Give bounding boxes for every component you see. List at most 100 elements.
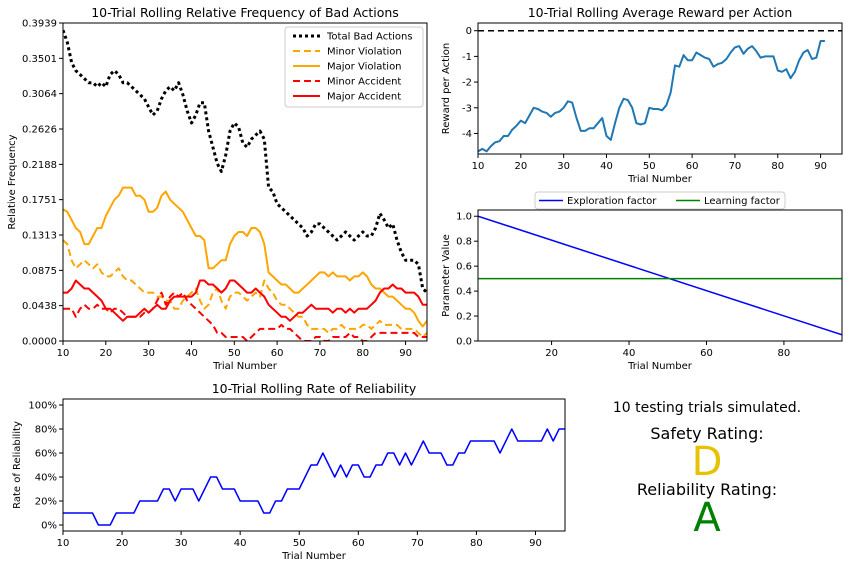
y-tick-label: 0.8 bbox=[456, 237, 472, 248]
y-tick-label: 0.0000 bbox=[22, 337, 57, 348]
legend-entry: Major Violation bbox=[327, 62, 402, 73]
x-tick-label: 80 bbox=[470, 538, 483, 549]
x-tick-label: 30 bbox=[175, 538, 188, 549]
chart-reliability: 10 20 30 40 50 60 70 80 90 0% 20% 40% 60% 80% 100% 10-T… bbox=[12, 381, 566, 562]
legend-entry: Exploration factor bbox=[567, 196, 657, 207]
y-tick-label: 0 bbox=[466, 26, 472, 37]
series-line-major-accident bbox=[63, 279, 427, 322]
y-tick-label: 0.2626 bbox=[22, 125, 57, 136]
y-axis-label: Relative Frequency bbox=[7, 134, 18, 229]
y-tick-label: 0.1751 bbox=[22, 195, 57, 206]
reliability-rating-grade: A bbox=[693, 495, 721, 541]
y-tick-label: 0.0 bbox=[456, 337, 472, 348]
y-axis-label: Reward per Action bbox=[441, 43, 452, 135]
x-tick-label: 50 bbox=[643, 161, 656, 172]
legend-box bbox=[284, 26, 424, 108]
x-tick-label: 80 bbox=[778, 348, 791, 359]
y-axis-label: Rate of Reliability bbox=[12, 421, 23, 509]
series-line-total-bad-actions bbox=[63, 29, 427, 294]
x-tick-label: 60 bbox=[700, 348, 713, 359]
y-axis-label: Parameter Value bbox=[441, 234, 452, 317]
x-tick-label: 90 bbox=[814, 161, 827, 172]
x-axis-label: Trial Number bbox=[627, 174, 693, 185]
x-tick-label: 60 bbox=[686, 161, 699, 172]
y-tick-label: 0.3064 bbox=[22, 89, 57, 100]
summary-panel: 10 testing trials simulated. Safety Rati… bbox=[592, 396, 822, 546]
x-tick-label: 20 bbox=[514, 161, 527, 172]
y-tick-label: 0.3939 bbox=[22, 19, 57, 30]
y-tick-label: 0.4 bbox=[456, 287, 472, 298]
y-tick-label: 20% bbox=[35, 497, 57, 508]
x-tick-label: 70 bbox=[411, 538, 424, 549]
y-tick-label: 80% bbox=[35, 425, 57, 436]
plot-frame bbox=[477, 209, 843, 342]
legend-entry: Total Bad Actions bbox=[326, 32, 413, 43]
x-tick-label: 40 bbox=[600, 161, 613, 172]
x-tick-label: 50 bbox=[293, 538, 306, 549]
x-tick-label: 10 bbox=[57, 348, 70, 359]
chart-bad: 10 20 30 40 50 60 70 80 90 0.0000 0.0438 0.0875 0.13… bbox=[7, 5, 428, 372]
legend: Exploration factor Learning factor bbox=[534, 191, 786, 210]
chart-title: 10-Trial Rolling Relative Frequency of B… bbox=[91, 5, 399, 20]
series-line-minor-accident bbox=[63, 291, 427, 341]
chart-title: 10-Trial Rolling Average Reward per Acti… bbox=[528, 5, 793, 20]
y-tick-label: -4 bbox=[462, 129, 472, 140]
chart-params: 20 40 60 80 0.0 0.2 0.4 0.6 0.8 1.0 Trial Number Pa… bbox=[441, 191, 843, 372]
x-tick-label: 60 bbox=[352, 538, 365, 549]
y-tick-label: 0.0875 bbox=[22, 266, 57, 277]
reliability-rating-label: Reliability Rating: bbox=[636, 480, 778, 499]
series-line-series-0 bbox=[63, 428, 565, 526]
x-tick-label: 40 bbox=[234, 538, 247, 549]
plot-frame bbox=[477, 22, 843, 155]
series-line-minor-violation bbox=[63, 239, 427, 338]
x-tick-label: 40 bbox=[185, 348, 198, 359]
x-tick-label: 20 bbox=[99, 348, 112, 359]
y-tick-label: 0% bbox=[41, 521, 57, 532]
x-tick-label: 20 bbox=[116, 538, 129, 549]
legend: Total Bad Actions Minor Violation Major Vi… bbox=[284, 26, 424, 108]
x-tick-label: 70 bbox=[314, 348, 327, 359]
x-tick-label: 50 bbox=[228, 348, 241, 359]
x-tick-label: 10 bbox=[472, 161, 485, 172]
x-axis-label: Trial Number bbox=[212, 361, 278, 372]
plot-frame bbox=[62, 398, 566, 532]
y-tick-label: 0.6 bbox=[456, 262, 472, 273]
y-tick-label: 60% bbox=[35, 449, 57, 460]
x-tick-label: 90 bbox=[529, 538, 542, 549]
legend-entry: Minor Accident bbox=[327, 77, 401, 88]
y-tick-label: 0.3501 bbox=[22, 54, 57, 65]
y-tick-label: 100% bbox=[28, 401, 57, 412]
safety-rating-grade: D bbox=[691, 439, 723, 485]
y-tick-label: 0.2188 bbox=[22, 160, 57, 171]
x-tick-label: 10 bbox=[57, 538, 70, 549]
legend-entry: Major Accident bbox=[327, 92, 401, 103]
series-line-exploration-factor bbox=[478, 215, 842, 336]
legend-entry: Learning factor bbox=[704, 196, 781, 207]
x-tick-label: 90 bbox=[399, 348, 412, 359]
x-tick-label: 20 bbox=[545, 348, 558, 359]
x-tick-label: 60 bbox=[271, 348, 284, 359]
series-line-major-violation bbox=[63, 186, 427, 328]
y-tick-label: 0.0438 bbox=[22, 301, 57, 312]
x-tick-label: 40 bbox=[623, 348, 636, 359]
x-tick-label: 30 bbox=[142, 348, 155, 359]
y-tick-label: -1 bbox=[462, 52, 472, 63]
trials-simulated-text: 10 testing trials simulated. bbox=[612, 400, 802, 416]
x-tick-label: 30 bbox=[557, 161, 570, 172]
series-line-series-0 bbox=[478, 40, 825, 153]
x-axis-label: Trial Number bbox=[627, 361, 693, 372]
y-tick-label: -3 bbox=[462, 103, 472, 114]
legend-entry: Minor Violation bbox=[327, 47, 402, 58]
chart-reward: 10 20 30 40 50 60 70 80 90 -4 -3 -2 -1 0 10-Trial Roll… bbox=[441, 5, 843, 185]
x-tick-label: 80 bbox=[356, 348, 369, 359]
x-tick-label: 80 bbox=[771, 161, 784, 172]
x-tick-label: 70 bbox=[729, 161, 742, 172]
y-tick-label: 40% bbox=[35, 473, 57, 484]
y-tick-label: 1.0 bbox=[456, 212, 472, 223]
plot-frame bbox=[62, 22, 428, 342]
y-tick-label: 0.1313 bbox=[22, 231, 57, 242]
y-tick-label: 0.2 bbox=[456, 312, 472, 323]
x-axis-label: Trial Number bbox=[281, 551, 347, 562]
safety-rating-label: Safety Rating: bbox=[650, 424, 764, 443]
